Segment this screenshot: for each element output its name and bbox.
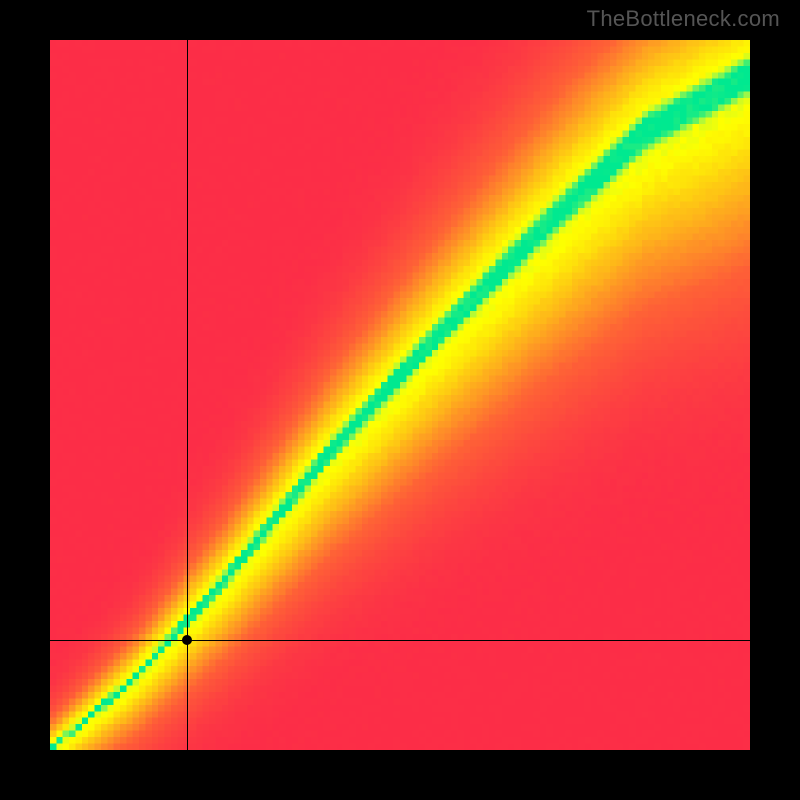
watermark-text: TheBottleneck.com [587,6,780,32]
heatmap-canvas [50,40,750,750]
heatmap-plot [50,40,750,750]
selection-marker [182,635,192,645]
crosshair-horizontal [50,640,750,641]
